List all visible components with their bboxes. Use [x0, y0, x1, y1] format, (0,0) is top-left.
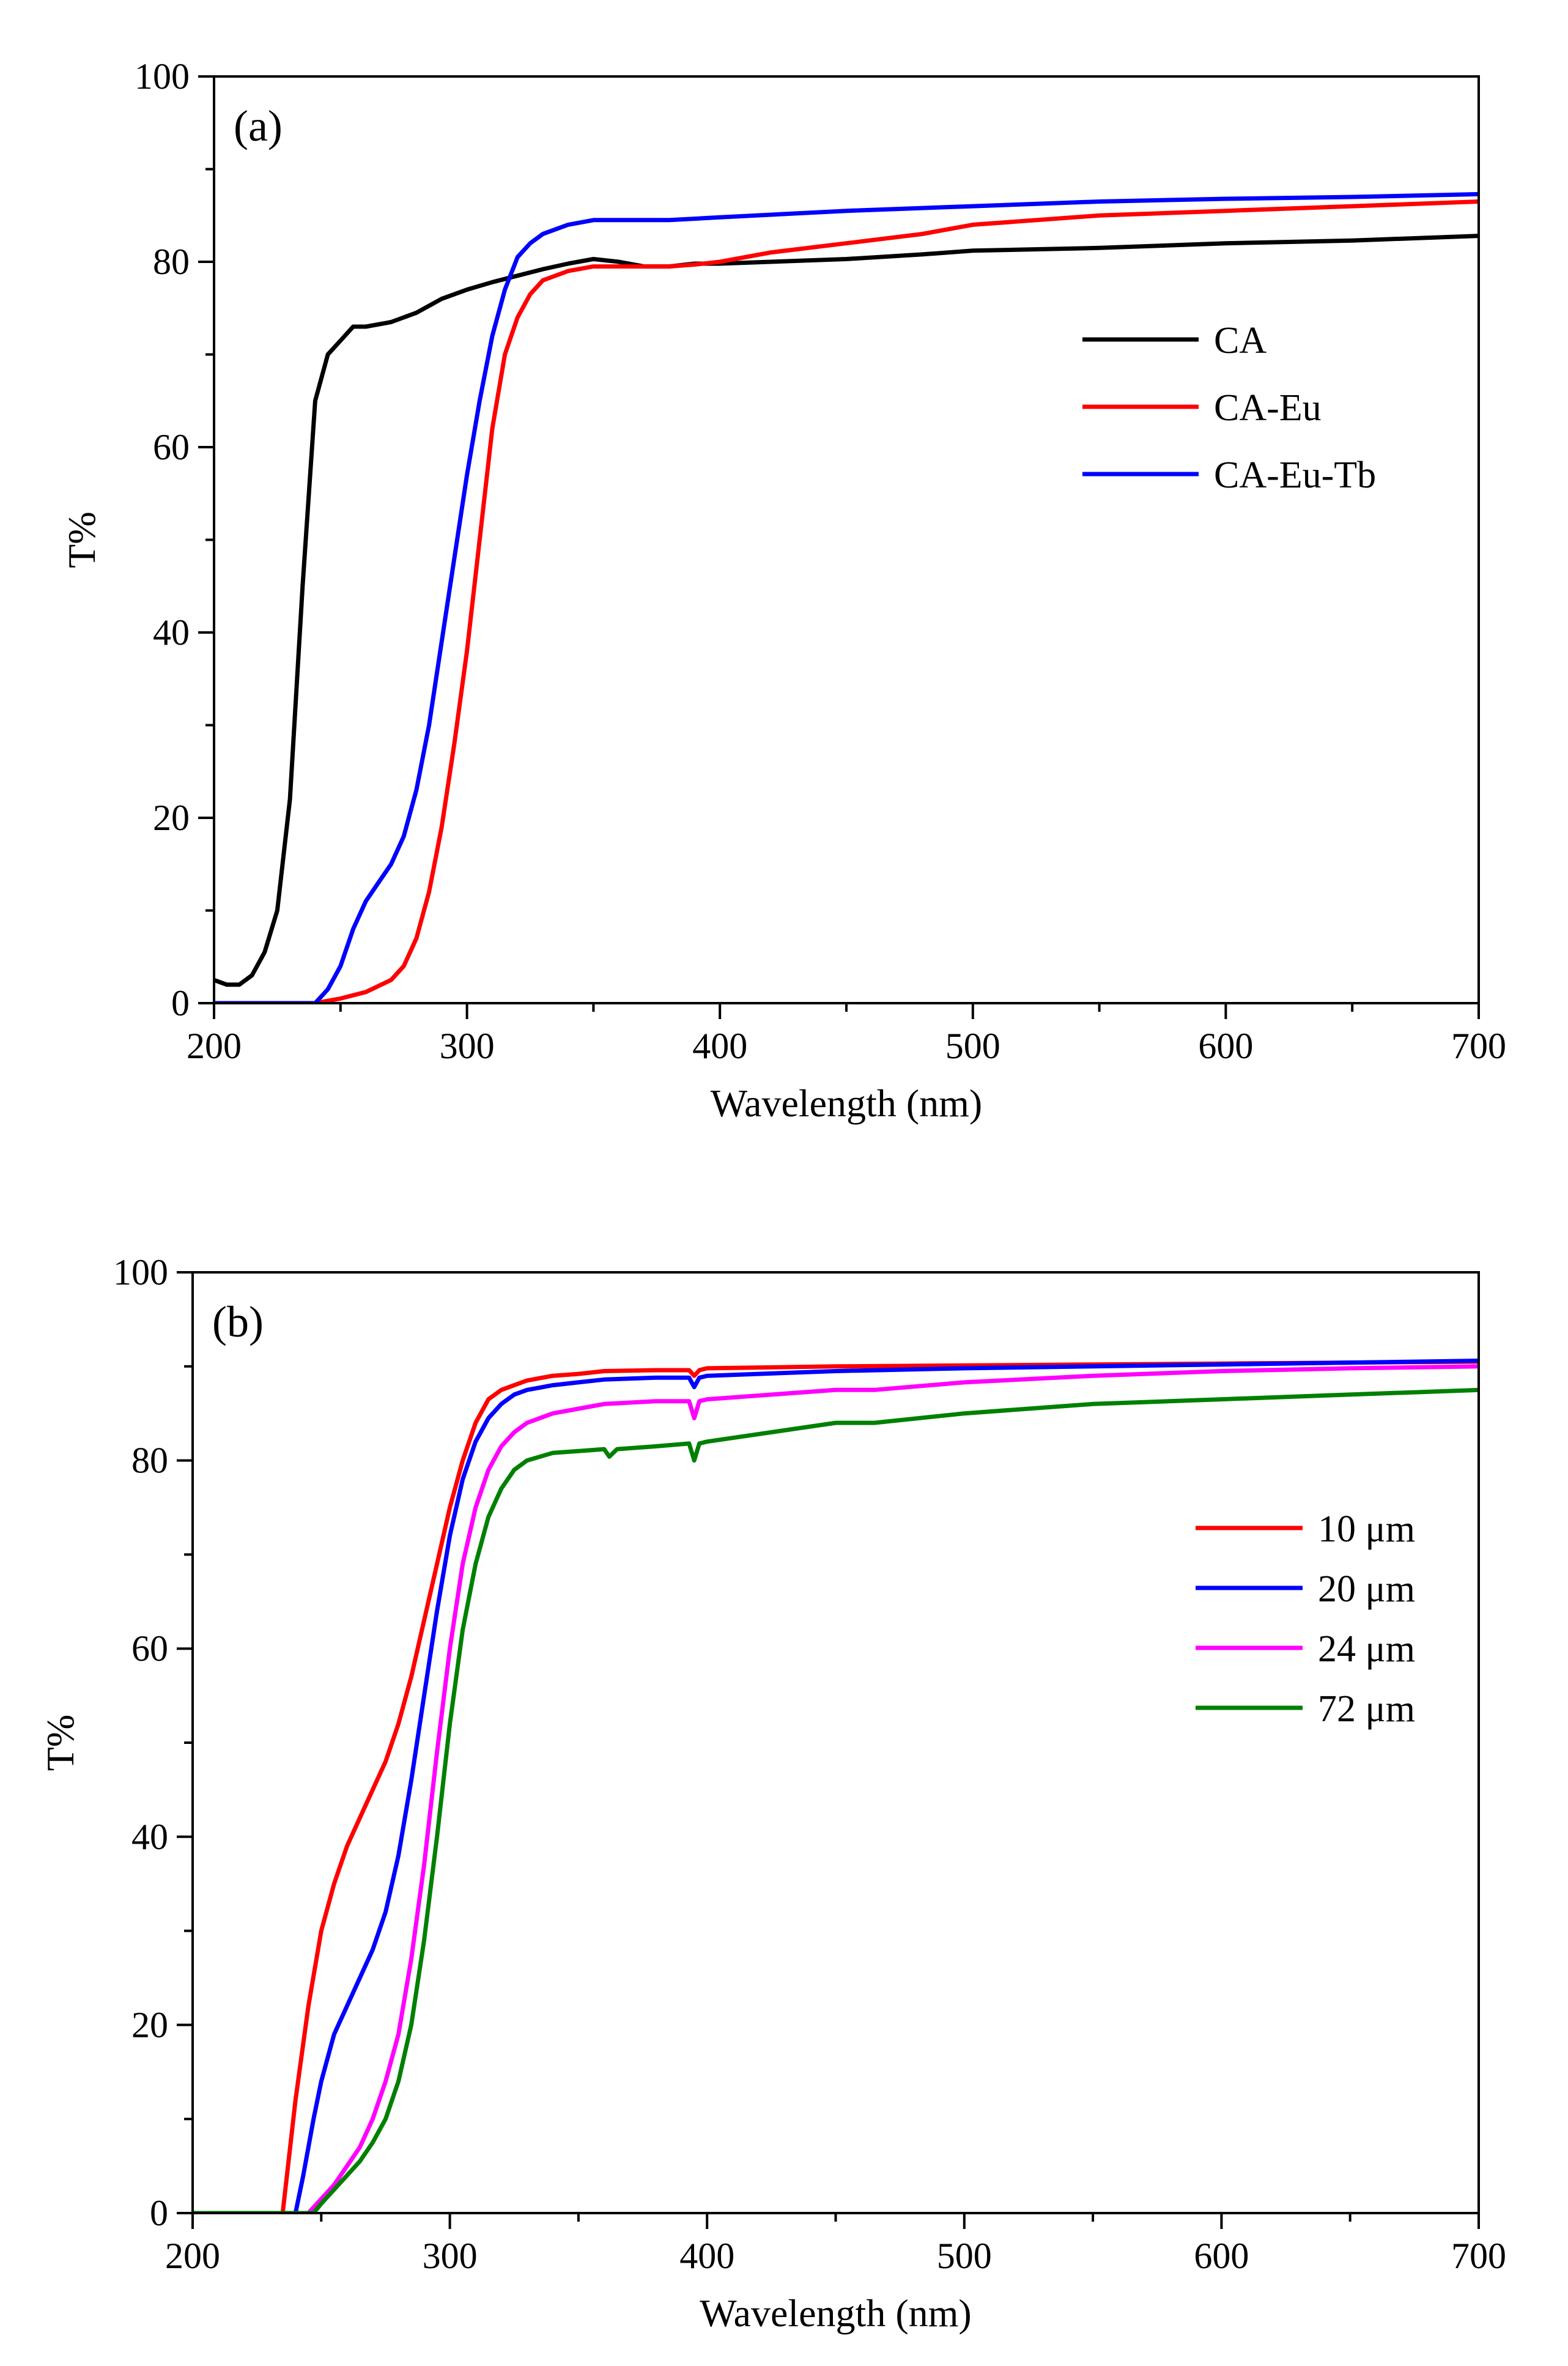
y-axis-title: T%: [60, 511, 103, 568]
x-tick-label: 400: [692, 1026, 747, 1066]
x-tick-label: 300: [440, 1026, 495, 1066]
legend-label: CA: [1214, 320, 1267, 362]
y-tick-label: 60: [153, 427, 190, 467]
x-tick-label: 500: [945, 1026, 1000, 1066]
y-tick-label: 0: [171, 983, 190, 1023]
series-line-72-m: [193, 1387, 1479, 2213]
y-tick-label: 100: [135, 56, 190, 97]
legend: CA CA-Eu CA-Eu-Tb: [1082, 320, 1376, 496]
y-tick-label: 80: [153, 242, 190, 282]
legend-label: 20 μm: [1318, 1568, 1415, 1610]
y-tick-label: 20: [153, 798, 190, 838]
x-tick-label: 500: [937, 2236, 992, 2276]
y-axis-title: T%: [39, 1715, 82, 1771]
legend-label: 24 μm: [1318, 1628, 1415, 1670]
plot-frame: [191, 1271, 1480, 2214]
x-tick-label: 200: [165, 2236, 220, 2276]
y-tick-label: 40: [131, 1817, 168, 1857]
x-tick-label: 700: [1451, 1026, 1506, 1066]
y-tick-label: 60: [131, 1628, 168, 1669]
x-tick-label: 200: [187, 1026, 242, 1066]
y-tick-label: 80: [131, 1441, 168, 1481]
legend-label: CA-Eu: [1214, 387, 1322, 429]
y-tick-label: 100: [113, 1252, 168, 1292]
chart-panel-b: 200 300 400 500 600 700 0 20 40 60 80 100 Wavelength…: [39, 1252, 1506, 2335]
legend: 10 μm 20 μm 24 μm 72 μm: [1196, 1508, 1415, 1730]
plot-frame: [213, 75, 1480, 1004]
series-line-24-m: [193, 1364, 1479, 2213]
y-tick-label: 40: [153, 612, 190, 653]
x-tick-label: 300: [423, 2236, 478, 2276]
y-tick-label: 0: [150, 2193, 168, 2233]
x-tick-label: 400: [679, 2236, 734, 2276]
series-line-10-m: [193, 1359, 1479, 2213]
series-line-ca-eu: [214, 199, 1479, 1003]
series-line-ca: [214, 234, 1479, 987]
y-tick-label: 20: [131, 2004, 168, 2045]
series-line-ca-eu-tb: [214, 191, 1479, 1003]
series-line-20-m: [193, 1359, 1479, 2213]
chart-panel-a: 200 300 400 500 600 700 0 20 40 60 80 100 Wavelength…: [60, 56, 1506, 1125]
legend-label: 10 μm: [1318, 1508, 1415, 1550]
x-tick-label: 700: [1451, 2236, 1506, 2276]
x-tick-label: 600: [1198, 1026, 1253, 1066]
legend-label: 72 μm: [1318, 1688, 1415, 1730]
x-axis-title: Wavelength (nm): [711, 1081, 982, 1125]
x-axis-title: Wavelength (nm): [700, 2291, 971, 2335]
panel-label: (a): [234, 102, 283, 150]
legend-label: CA-Eu-Tb: [1214, 454, 1376, 496]
x-tick-label: 600: [1194, 2236, 1249, 2276]
panel-label: (b): [212, 1297, 264, 1346]
